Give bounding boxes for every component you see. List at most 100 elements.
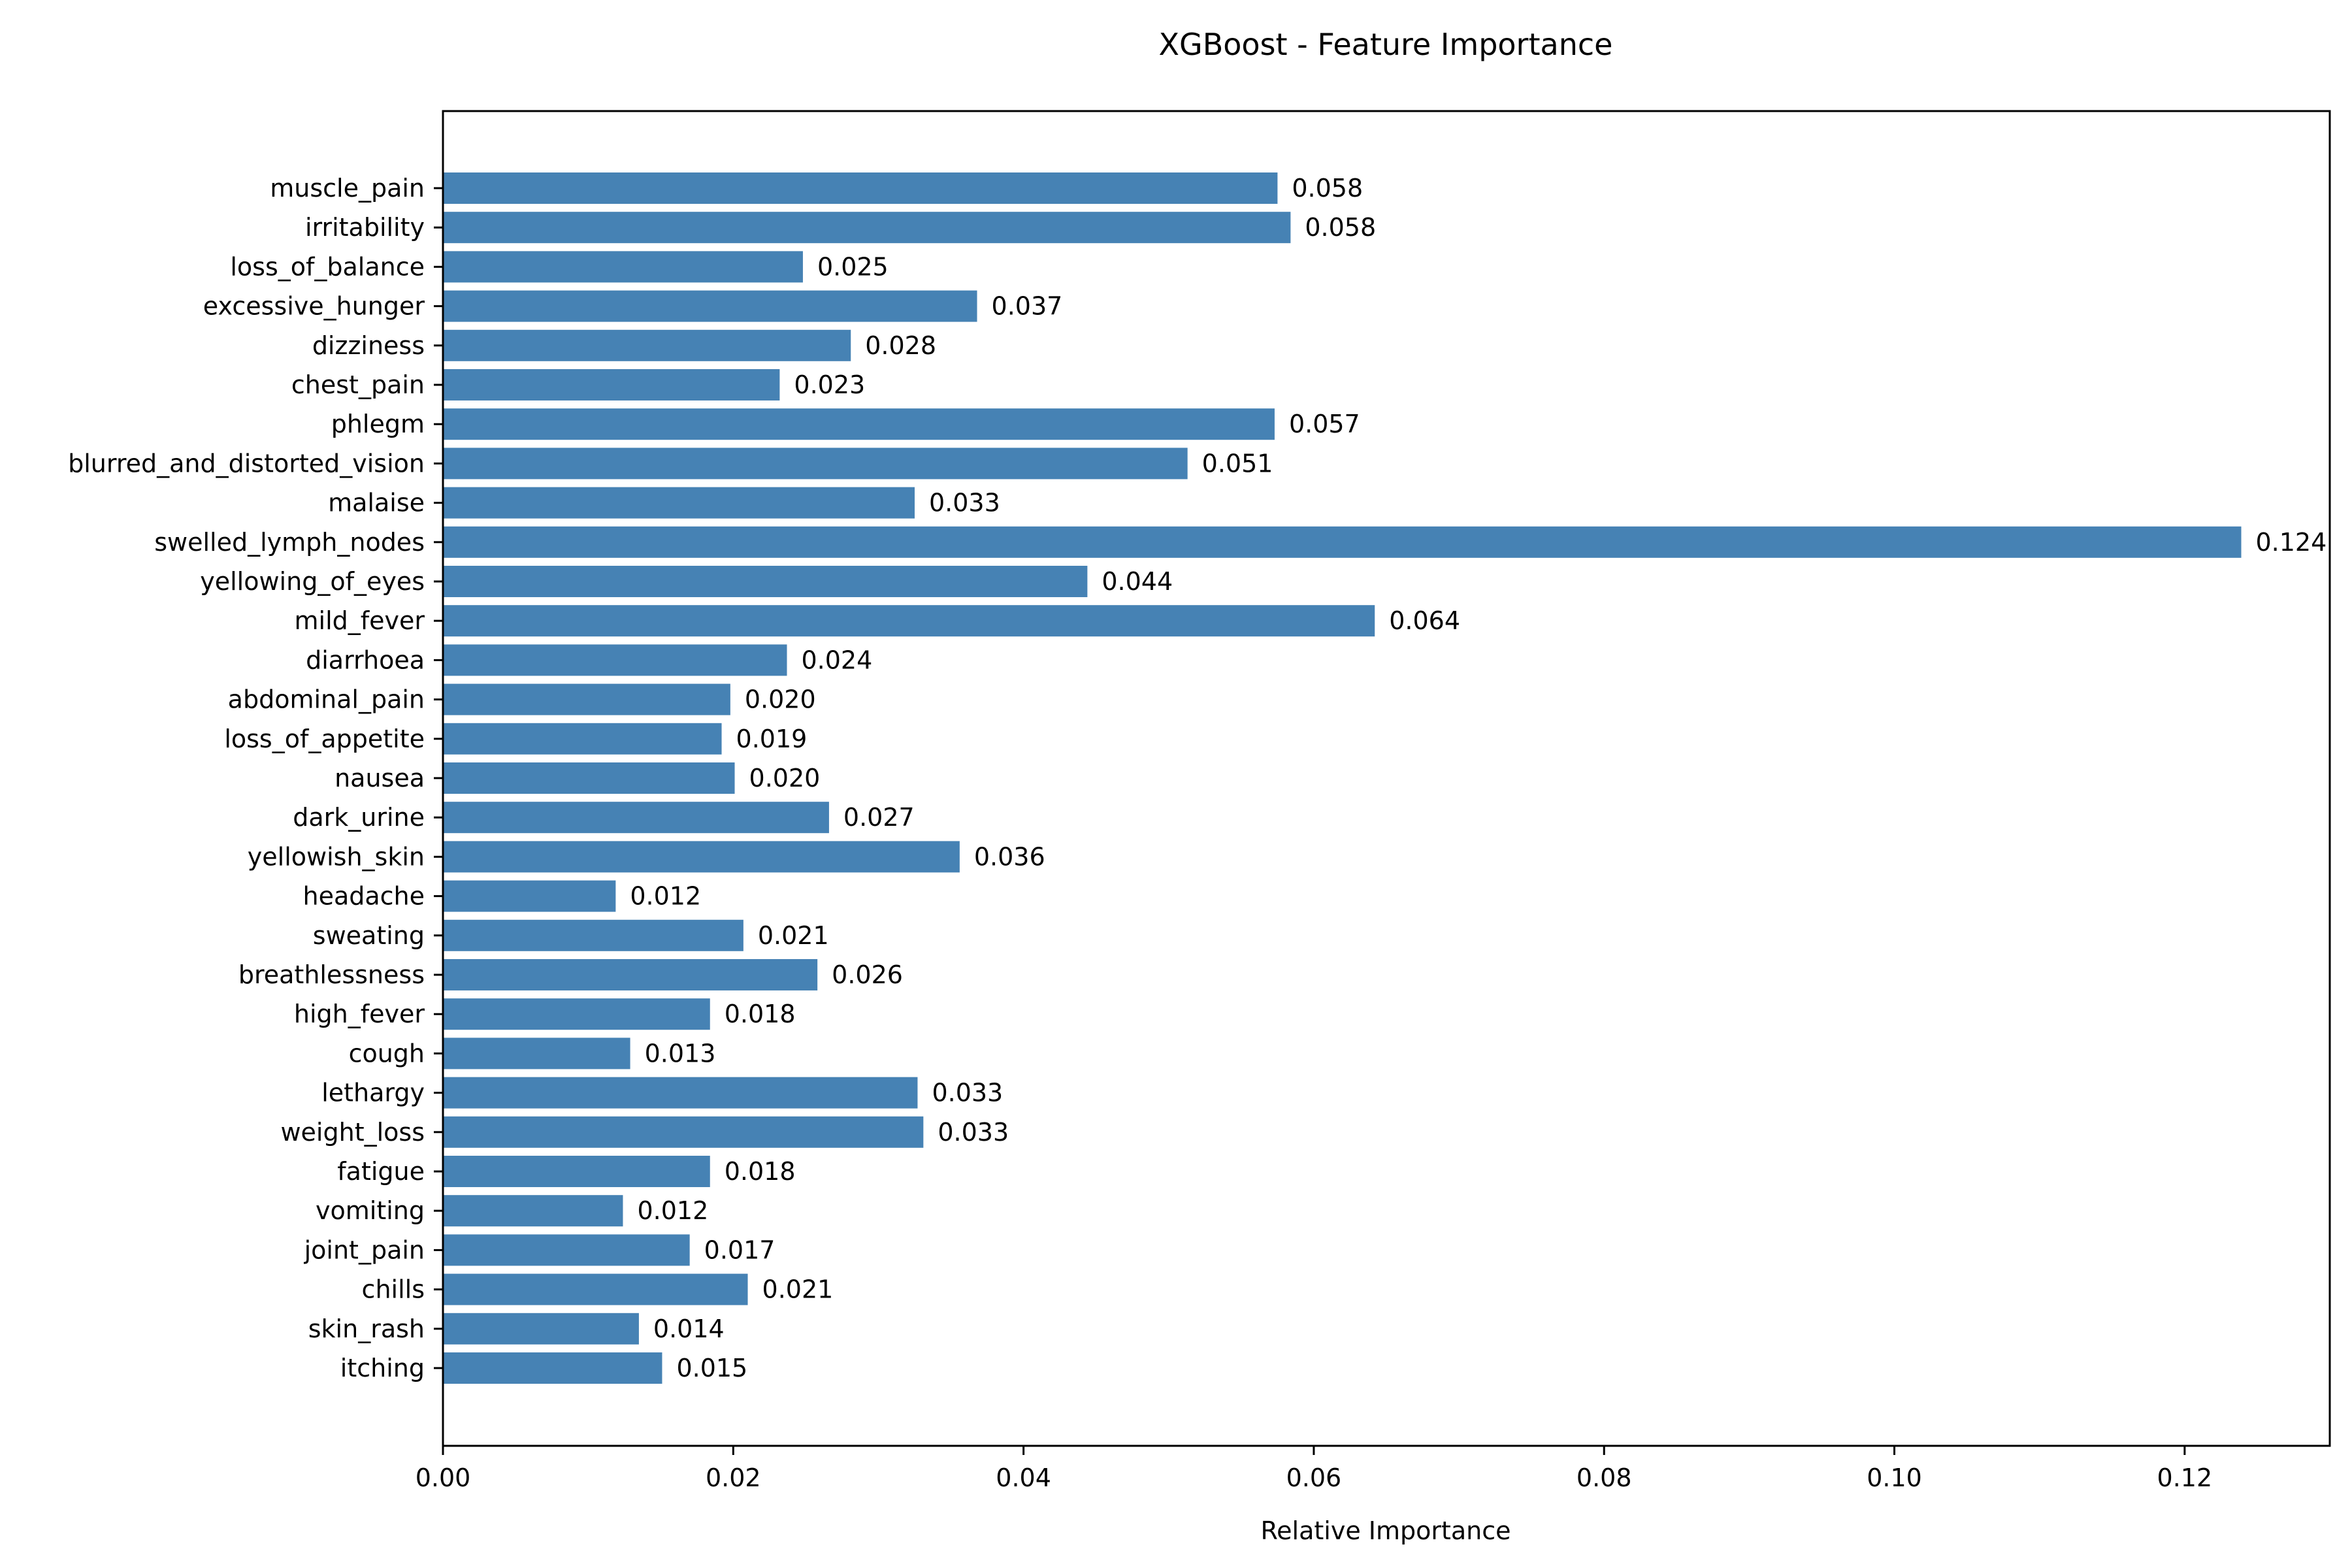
plot-frame bbox=[442, 110, 2331, 1447]
y-tick-label-skin_rash: skin_rash bbox=[308, 1315, 425, 1343]
bar-lethargy bbox=[443, 1077, 918, 1109]
y-tick-label-headache: headache bbox=[302, 882, 425, 911]
bar-fatigue bbox=[443, 1156, 710, 1187]
bar-malaise bbox=[443, 487, 915, 519]
bar-value-label-loss_of_appetite: 0.019 bbox=[736, 725, 808, 753]
bar-loss_of_appetite bbox=[443, 723, 722, 755]
bar-value-label-headache: 0.012 bbox=[630, 882, 701, 911]
bar-value-label-sweating: 0.021 bbox=[758, 921, 829, 950]
bar-breathlessness bbox=[443, 959, 818, 990]
y-tick-label-swelled_lymph_nodes: swelled_lymph_nodes bbox=[154, 528, 425, 557]
bar-value-label-lethargy: 0.033 bbox=[932, 1079, 1003, 1107]
bar-sweating bbox=[443, 919, 743, 951]
y-tick-label-cough: cough bbox=[349, 1039, 425, 1068]
y-tick-label-weight_loss: weight_loss bbox=[280, 1118, 425, 1147]
bar-excessive_hunger bbox=[443, 290, 977, 322]
y-tick-label-sweating: sweating bbox=[313, 921, 425, 950]
y-tick-label-high_fever: high_fever bbox=[294, 1000, 425, 1028]
bar-value-label-mild_fever: 0.064 bbox=[1389, 606, 1460, 635]
chart-title: XGBoost - Feature Importance bbox=[1159, 27, 1613, 62]
bar-value-label-cough: 0.013 bbox=[645, 1039, 716, 1068]
y-tick-label-nausea: nausea bbox=[335, 764, 425, 792]
bar-mild_fever bbox=[443, 605, 1375, 637]
bar-swelled_lymph_nodes bbox=[443, 526, 2242, 558]
bar-joint_pain bbox=[443, 1234, 690, 1266]
y-tick-label-vomiting: vomiting bbox=[316, 1196, 425, 1225]
y-tick-label-chills: chills bbox=[362, 1275, 425, 1304]
x-tick-label-3: 0.06 bbox=[1286, 1463, 1342, 1492]
bar-value-label-malaise: 0.033 bbox=[929, 489, 1000, 517]
y-tick-label-abdominal_pain: abdominal_pain bbox=[228, 685, 425, 714]
bar-nausea bbox=[443, 762, 735, 794]
bar-value-label-phlegm: 0.057 bbox=[1289, 410, 1360, 438]
y-tick-label-yellowing_of_eyes: yellowing_of_eyes bbox=[200, 567, 425, 596]
bar-blurred_and_distorted_vision bbox=[443, 448, 1188, 480]
y-tick-label-malaise: malaise bbox=[328, 489, 425, 517]
bar-vomiting bbox=[443, 1195, 623, 1227]
bar-value-label-chills: 0.021 bbox=[762, 1275, 834, 1304]
bar-headache bbox=[443, 880, 616, 912]
x-axis-title: Relative Importance bbox=[1260, 1516, 1511, 1545]
bar-value-label-abdominal_pain: 0.020 bbox=[745, 685, 816, 714]
bar-value-label-excessive_hunger: 0.037 bbox=[992, 292, 1063, 321]
bar-value-label-yellowing_of_eyes: 0.044 bbox=[1102, 567, 1173, 596]
bar-value-label-dark_urine: 0.027 bbox=[843, 803, 915, 832]
bar-value-label-skin_rash: 0.014 bbox=[653, 1315, 725, 1343]
bar-weight_loss bbox=[443, 1116, 924, 1148]
bar-value-label-high_fever: 0.018 bbox=[725, 1000, 796, 1028]
bar-value-label-chest_pain: 0.023 bbox=[794, 370, 865, 399]
y-tick-label-lethargy: lethargy bbox=[321, 1079, 425, 1107]
bar-yellowish_skin bbox=[443, 841, 960, 873]
bars-group bbox=[443, 172, 2242, 1384]
y-tick-label-mild_fever: mild_fever bbox=[295, 606, 425, 635]
y-axis: muscle_pain irritability loss_of_balanceex… bbox=[68, 174, 443, 1382]
bar-value-label-loss_of_balance: 0.025 bbox=[817, 252, 889, 281]
y-tick-label-joint_pain: joint_pain bbox=[304, 1235, 425, 1264]
x-tick-label-0: 0.00 bbox=[416, 1463, 471, 1492]
bar-abdominal_pain bbox=[443, 683, 730, 715]
x-tick-label-5: 0.10 bbox=[1867, 1463, 1922, 1492]
y-tick-label-phlegm: phlegm bbox=[331, 410, 425, 438]
bar-irritability bbox=[443, 212, 1291, 244]
bar-phlegm bbox=[443, 408, 1275, 440]
x-tick-label-2: 0.04 bbox=[996, 1463, 1051, 1492]
x-axis: 0.00 0.02 0.04 0.06 0.08 0.10 0.12 bbox=[416, 1446, 2212, 1492]
y-tick-label-chest_pain: chest_pain bbox=[291, 370, 425, 399]
bar-value-label-breathlessness: 0.026 bbox=[832, 960, 903, 989]
bar-chest_pain bbox=[443, 369, 780, 400]
y-tick-label-irritability: irritability bbox=[305, 213, 425, 242]
bar-value-label-vomiting: 0.012 bbox=[637, 1196, 708, 1225]
bar-value-label-muscle_pain: 0.058 bbox=[1292, 174, 1363, 203]
y-tick-label-diarrhoea: diarrhoea bbox=[306, 645, 425, 674]
bar-value-label-itching: 0.015 bbox=[676, 1354, 747, 1382]
y-tick-label-fatigue: fatigue bbox=[337, 1157, 425, 1186]
y-tick-label-dark_urine: dark_urine bbox=[293, 803, 425, 832]
y-tick-label-dizziness: dizziness bbox=[312, 331, 425, 360]
bar-value-label-diarrhoea: 0.024 bbox=[802, 645, 873, 674]
x-tick-label-1: 0.02 bbox=[706, 1463, 761, 1492]
y-tick-label-itching: itching bbox=[340, 1354, 425, 1382]
bar-value-label-swelled_lymph_nodes: 0.124 bbox=[2255, 528, 2327, 557]
bar-value-label-dizziness: 0.028 bbox=[865, 331, 936, 360]
bar-value-label-nausea: 0.020 bbox=[749, 764, 821, 792]
y-tick-label-muscle_pain: muscle_pain bbox=[270, 174, 425, 203]
bar-yellowing_of_eyes bbox=[443, 566, 1088, 597]
bar-value-label-joint_pain: 0.017 bbox=[704, 1235, 776, 1264]
bar-dizziness bbox=[443, 329, 851, 361]
bar-value-label-irritability: 0.058 bbox=[1305, 213, 1376, 242]
bar-value-label-yellowish_skin: 0.036 bbox=[974, 842, 1045, 871]
bar-value-label-fatigue: 0.018 bbox=[725, 1157, 796, 1186]
bar-value-label-weight_loss: 0.033 bbox=[938, 1118, 1009, 1147]
y-tick-label-loss_of_balance: loss_of_balance bbox=[230, 252, 425, 281]
x-tick-label-4: 0.08 bbox=[1576, 1463, 1632, 1492]
y-tick-label-yellowish_skin: yellowish_skin bbox=[248, 842, 425, 871]
x-tick-label-6: 0.12 bbox=[2157, 1463, 2213, 1492]
bar-muscle_pain bbox=[443, 172, 1278, 204]
y-tick-label-breathlessness: breathlessness bbox=[238, 960, 425, 989]
bar-loss_of_balance bbox=[443, 251, 803, 283]
bar-cough bbox=[443, 1037, 630, 1070]
bar-high_fever bbox=[443, 998, 710, 1030]
bar-itching bbox=[443, 1352, 662, 1384]
